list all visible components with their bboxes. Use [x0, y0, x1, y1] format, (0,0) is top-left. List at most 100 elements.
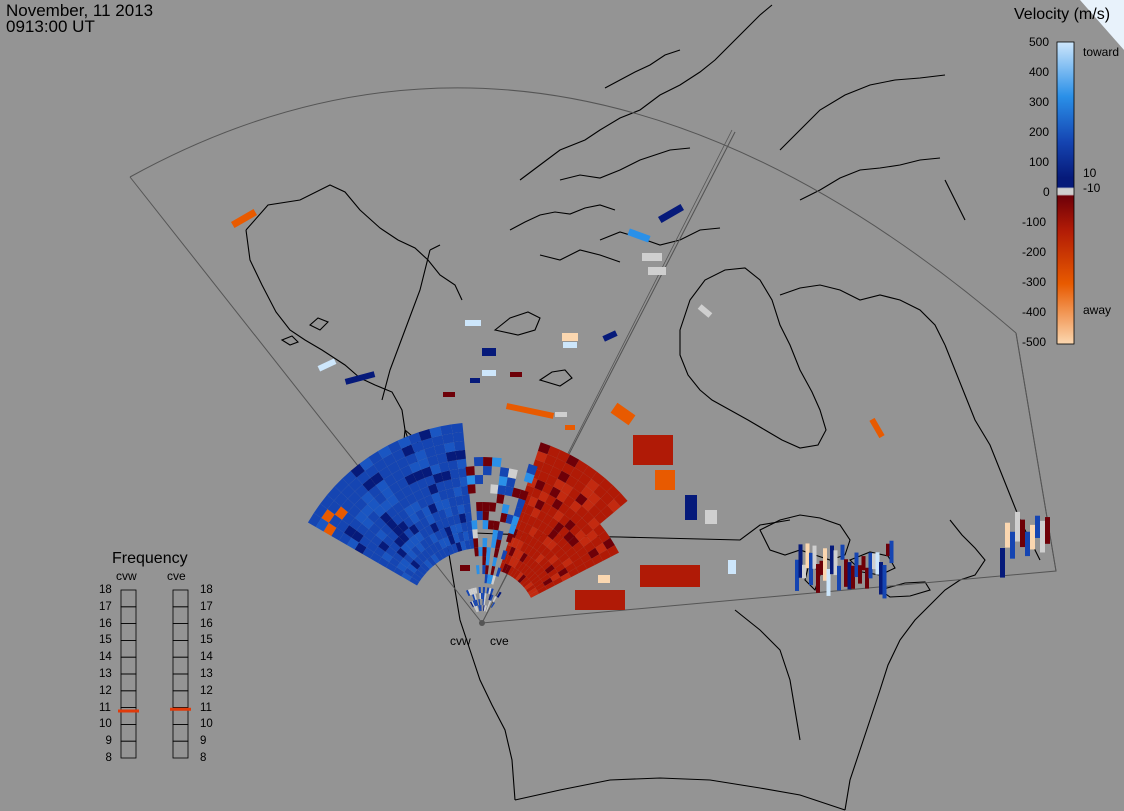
echo-cell	[446, 544, 455, 555]
echo-cell	[473, 599, 478, 607]
echo-cell	[564, 507, 576, 520]
echo-cell	[657, 203, 685, 224]
echo-cell	[466, 475, 476, 485]
echo-cell	[482, 547, 487, 557]
echo-cell	[1045, 517, 1050, 544]
echo-cell	[505, 554, 513, 565]
echo-cell	[547, 568, 558, 578]
echo-cell	[476, 502, 483, 512]
echo-cell	[553, 478, 566, 491]
echo-cell	[485, 565, 489, 575]
frequency-cell	[172, 640, 189, 658]
echo-cell	[460, 565, 470, 571]
echo-cell	[504, 564, 512, 575]
echo-cell	[462, 531, 470, 541]
echo-cell	[471, 520, 478, 530]
velocity-tick: 500	[1029, 35, 1050, 49]
velocity-tick: -100	[1022, 215, 1047, 229]
echo-cell	[558, 552, 570, 564]
echo-cell	[473, 538, 479, 548]
echo-cell	[522, 579, 532, 588]
echo-cell	[823, 548, 827, 581]
frequency-cell	[172, 740, 189, 759]
echo-cell	[655, 470, 675, 490]
echo-cell	[560, 482, 574, 496]
echo-cell	[540, 546, 551, 558]
velocity-tick: 300	[1029, 95, 1050, 109]
echo-cell	[435, 481, 446, 493]
echo-cell	[572, 557, 584, 568]
echo-cell	[574, 529, 587, 542]
echo-cell	[540, 502, 552, 514]
echo-cell	[356, 523, 369, 536]
echo-cell	[858, 565, 862, 584]
echo-cell	[354, 497, 368, 511]
echo-cell	[548, 554, 559, 565]
velocity-tick: 100	[1029, 155, 1050, 169]
echo-cell	[648, 267, 666, 275]
frequency-tick-right: 17	[200, 600, 213, 613]
echo-cell	[373, 458, 388, 473]
echo-cell	[349, 517, 362, 531]
echo-cell	[408, 523, 420, 536]
echo-cell	[327, 500, 341, 515]
frequency-tick-left: 9	[105, 735, 112, 748]
echo-cell	[486, 587, 490, 594]
echo-cell	[490, 565, 496, 576]
echo-cell	[600, 505, 614, 519]
echo-cell	[556, 449, 571, 463]
echo-cell	[805, 543, 810, 569]
echo-cell	[551, 498, 564, 511]
echo-cell	[633, 435, 673, 465]
echo-cell	[341, 484, 355, 499]
echo-cell	[599, 478, 614, 492]
echo-cell	[392, 552, 404, 563]
echo-cell	[519, 531, 529, 543]
echo-cell	[385, 546, 397, 558]
echo-cell	[425, 546, 435, 557]
frequency-tick-right: 14	[200, 651, 213, 664]
echo-cell	[421, 466, 433, 478]
echo-cell	[595, 542, 608, 555]
echo-cell	[327, 486, 342, 501]
echo-cell	[556, 490, 569, 503]
echo-cell	[534, 479, 546, 491]
echo-cell	[809, 552, 813, 586]
echo-cell	[529, 560, 539, 571]
echo-cell	[511, 487, 522, 499]
echo-cell	[581, 498, 595, 512]
echo-cell	[452, 533, 460, 544]
echo-cell	[511, 558, 520, 569]
frequency-tick-right: 11	[200, 701, 212, 714]
echo-cell	[816, 564, 820, 593]
echo-cell	[476, 511, 483, 521]
echo-cell	[381, 551, 393, 563]
echo-cell	[346, 537, 359, 550]
echo-cell	[400, 543, 412, 554]
echo-cell	[795, 559, 799, 591]
echo-cell	[798, 544, 803, 578]
echo-cell	[368, 451, 383, 465]
echo-cell	[417, 552, 428, 563]
echo-cell	[590, 536, 603, 548]
echo-cell	[575, 590, 625, 610]
echo-cell	[492, 557, 498, 567]
echo-cell	[458, 513, 467, 524]
echo-cell	[465, 589, 471, 597]
echo-cell	[1020, 519, 1025, 548]
echo-cell	[427, 503, 438, 515]
echo-cell	[429, 426, 443, 438]
echo-cell	[565, 425, 575, 430]
echo-cell	[569, 552, 581, 563]
echo-cell	[537, 521, 548, 533]
echo-cell	[547, 506, 559, 518]
frequency-cell	[120, 690, 137, 708]
echo-cell	[495, 539, 502, 550]
echo-cell	[432, 472, 444, 484]
velocity-colorbar	[1056, 41, 1075, 345]
echo-cell	[489, 594, 494, 601]
echo-cell	[419, 538, 430, 550]
echo-cell	[368, 523, 381, 536]
echo-cell	[438, 461, 450, 473]
echo-cell	[558, 526, 570, 538]
